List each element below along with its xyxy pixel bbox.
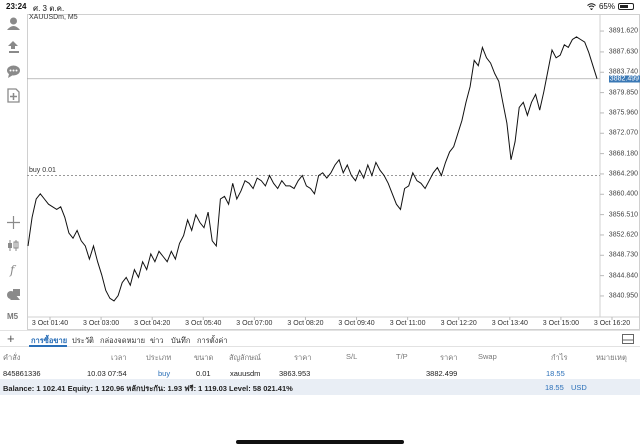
svg-text:f: f — [9, 263, 17, 277]
timeframe-button[interactable]: M5 — [7, 312, 19, 321]
candlestick-icon[interactable] — [6, 238, 21, 253]
balance-bar: Balance: 1 102.41 Equity: 1 120.96 หลักป… — [0, 379, 640, 395]
status-time: 23:24 — [6, 2, 27, 11]
price-tick-label: 3856.510 — [608, 211, 638, 219]
col-type: ประเภท — [146, 353, 172, 362]
crosshair-icon[interactable] — [6, 215, 21, 230]
col-symbol: สัญลักษณ์ — [229, 353, 262, 362]
col-sl: S/L — [346, 352, 358, 361]
order-volume: 0.01 — [196, 369, 211, 378]
price-tick-label: 3848.730 — [608, 251, 638, 259]
order-symbol: xauusdm — [230, 369, 261, 378]
price-chart[interactable]: XAUUSDm, M5 buy 0.01 3891.620 3887.630 388… — [27, 14, 640, 330]
tab-news[interactable]: ข่าว — [150, 336, 164, 345]
col-volume: ขนาด — [194, 353, 214, 362]
price-tick-label: 3844.840 — [608, 272, 638, 280]
time-tick-label: 3 Oct 15:00 — [542, 320, 580, 327]
col-tp: T/P — [396, 352, 408, 361]
time-tick-label: 3 Oct 12:20 — [440, 320, 477, 327]
time-tick-label: 3 Oct 07:00 — [236, 320, 273, 327]
account-icon[interactable] — [6, 16, 21, 31]
order-open-price: 3863.953 — [279, 369, 311, 378]
chart-toolbar: f M5 — [0, 14, 27, 327]
chart-canvas[interactable] — [27, 14, 640, 330]
status-date: ศ. 3 ต.ค. — [33, 4, 65, 13]
battery-icon — [618, 3, 634, 10]
price-series-line — [27, 36, 598, 302]
tab-history[interactable]: ประวัติ — [72, 336, 94, 345]
price-tick-label: 3852.620 — [608, 231, 638, 239]
panel-toggle-icon[interactable] — [622, 334, 634, 344]
tab-settings[interactable]: การตั้งค่า — [197, 336, 228, 345]
time-tick-label: 3 Oct 03:00 — [82, 320, 120, 327]
col-comment: หมายเหตุ — [596, 353, 627, 362]
time-tick-label: 3 Oct 04:20 — [134, 320, 171, 327]
time-tick-label: 3 Oct 09:40 — [338, 320, 375, 327]
new-order-icon[interactable] — [6, 88, 21, 103]
time-tick-label: 3 Oct 13:40 — [491, 320, 528, 327]
chat-icon[interactable] — [6, 64, 21, 79]
battery-percent: 65% — [598, 2, 615, 11]
current-price-label: 3882.499 — [608, 75, 640, 83]
wifi-icon — [587, 3, 596, 10]
toolbox-tabs: + การซื้อขาย ประวัติ กล่องจดหมาย ข่าว บั… — [0, 330, 640, 347]
add-icon[interactable]: + — [7, 331, 15, 346]
price-tick-label: 3872.070 — [608, 129, 638, 137]
order-current-price: 3882.499 — [426, 369, 458, 378]
order-type: buy — [158, 369, 171, 378]
active-tab-underline — [29, 345, 67, 347]
price-tick-label: 3879.850 — [608, 89, 638, 97]
col-profit: กำไร — [551, 353, 568, 362]
trade-arrows-icon[interactable] — [6, 40, 21, 55]
price-tick-label: 3891.620 — [608, 27, 638, 35]
time-tick-label: 3 Oct 16:20 — [593, 320, 631, 327]
balance-text: Balance: 1 102.41 Equity: 1 120.96 หลักป… — [3, 384, 293, 393]
order-id: 845861336 — [3, 369, 41, 378]
order-profit: 18.55 — [546, 369, 565, 378]
order-time: 10.03 07:54 — [87, 369, 127, 378]
tab-journal[interactable]: บันทึก — [171, 336, 191, 345]
tab-mailbox[interactable]: กล่องจดหมาย — [100, 336, 146, 345]
status-bar: 23:24 ศ. 3 ต.ค. 65% — [0, 0, 640, 14]
col-order: คำสั่ง — [3, 353, 21, 362]
price-tick-label: 3868.180 — [608, 150, 638, 158]
time-tick-label: 3 Oct 01:40 — [31, 320, 69, 327]
price-tick-label: 3875.960 — [608, 109, 638, 117]
col-price: ราคา — [440, 353, 458, 362]
price-tick-label: 3860.400 — [608, 190, 638, 198]
price-tick-label: 3887.630 — [608, 48, 638, 56]
time-tick-label: 3 Oct 11:00 — [389, 320, 426, 327]
col-swap: Swap — [478, 352, 497, 361]
price-tick-label: 3840.950 — [608, 292, 638, 300]
total-profit: 18.55 — [545, 383, 564, 392]
chart-frame — [27, 14, 640, 330]
buy-line-label: buy 0.01 — [29, 167, 56, 174]
time-tick-label: 3 Oct 05:40 — [185, 320, 222, 327]
tab-trade[interactable]: การซื้อขาย — [31, 336, 68, 345]
time-tick-label: 3 Oct 08:20 — [287, 320, 324, 327]
col-open-price: ราคา — [294, 353, 312, 362]
chart-symbol-label: XAUUSDm, M5 — [29, 14, 78, 21]
col-time: เวลา — [111, 353, 127, 362]
indicators-icon[interactable]: f — [6, 262, 21, 277]
status-right: 65% — [587, 2, 634, 11]
price-tick-label: 3883.740 — [608, 68, 638, 76]
home-indicator — [236, 440, 404, 444]
price-tick-label: 3864.290 — [608, 170, 638, 178]
currency-label: USD — [571, 383, 587, 392]
objects-icon[interactable] — [6, 286, 21, 301]
